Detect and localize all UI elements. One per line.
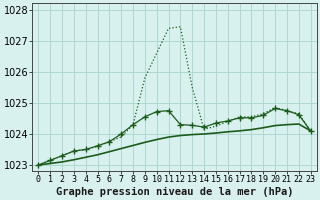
X-axis label: Graphe pression niveau de la mer (hPa): Graphe pression niveau de la mer (hPa)	[56, 186, 293, 197]
